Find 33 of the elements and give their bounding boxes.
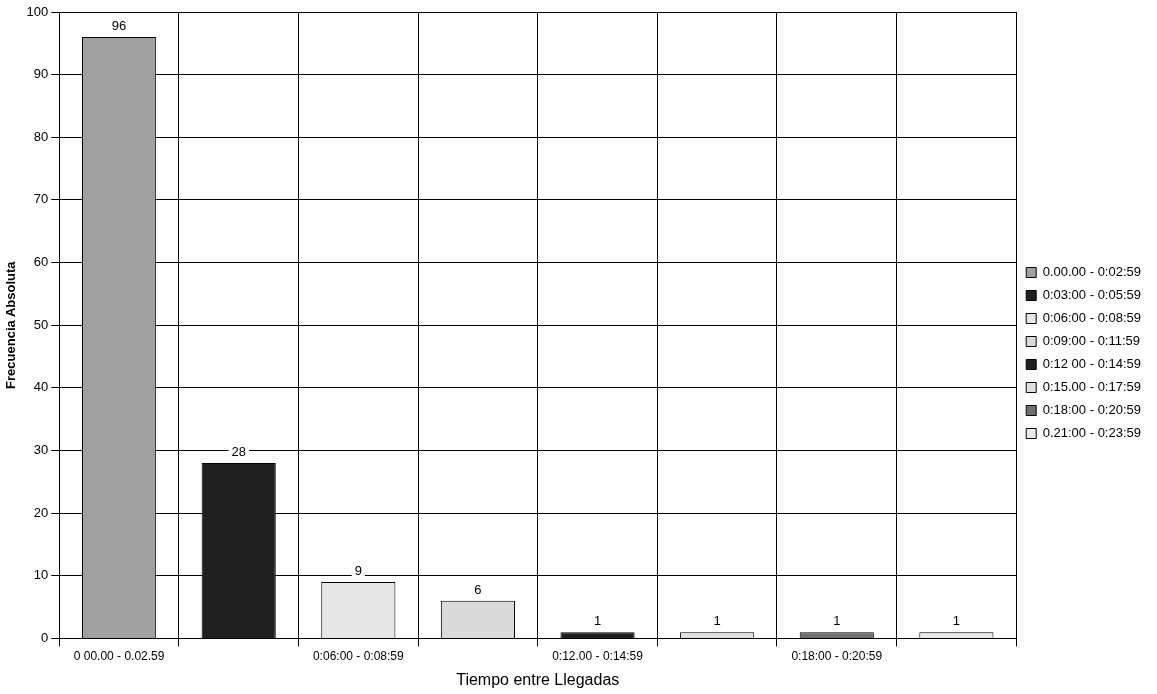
y-tick-label: 90 <box>33 66 49 82</box>
data-label: 1 <box>833 613 841 629</box>
data-label: 1 <box>952 613 961 629</box>
legend-label: 0.21:00 - 0:23:59 <box>1042 425 1142 441</box>
legend-label: 0:15.00 - 0:17:59 <box>1042 379 1142 395</box>
x-axis-title: Tiempo entre Llegadas <box>456 670 620 688</box>
y-tick-label: 20 <box>33 504 49 520</box>
y-tick-label: 100 <box>26 3 49 19</box>
data-label: 6 <box>474 581 482 597</box>
x-tick-label: 0:06:00 - 0:08:59 <box>312 648 405 663</box>
legend-label: 0:09:00 - 0:11:59 <box>1042 333 1141 349</box>
y-tick-label: 10 <box>33 567 49 583</box>
data-label: 96 <box>111 18 127 34</box>
y-tick-label: 0 <box>41 629 49 645</box>
data-label: 1 <box>593 613 602 629</box>
data-label: 28 <box>231 444 246 460</box>
legend-label: 0:06:00 - 0:08:59 <box>1042 310 1142 326</box>
legend-label: 0:03:00 - 0:05:59 <box>1042 287 1142 303</box>
legend-label: 0:12 00 - 0:14:59 <box>1042 356 1142 372</box>
y-tick-label: 80 <box>33 128 49 144</box>
y-tick-label: 30 <box>33 442 49 458</box>
x-tick-label: 0:12.00 - 0:14:59 <box>552 648 644 663</box>
data-label: 9 <box>354 563 362 579</box>
y-tick-label: 60 <box>33 254 49 270</box>
legend-label: 0.00.00 - 0:02:59 <box>1042 264 1142 280</box>
y-axis-title: Frecuencia Absoluta <box>3 260 19 389</box>
x-tick-label: 0:18:00 - 0:20:59 <box>791 648 883 663</box>
y-tick-label: 40 <box>33 379 49 395</box>
y-tick-label: 50 <box>33 316 49 332</box>
y-tick-label: 70 <box>33 191 49 207</box>
data-label: 1 <box>713 613 721 629</box>
legend-label: 0:18:00 - 0:20:59 <box>1042 402 1142 418</box>
x-tick-label: 0 00.00 - 0.02.59 <box>73 648 165 663</box>
